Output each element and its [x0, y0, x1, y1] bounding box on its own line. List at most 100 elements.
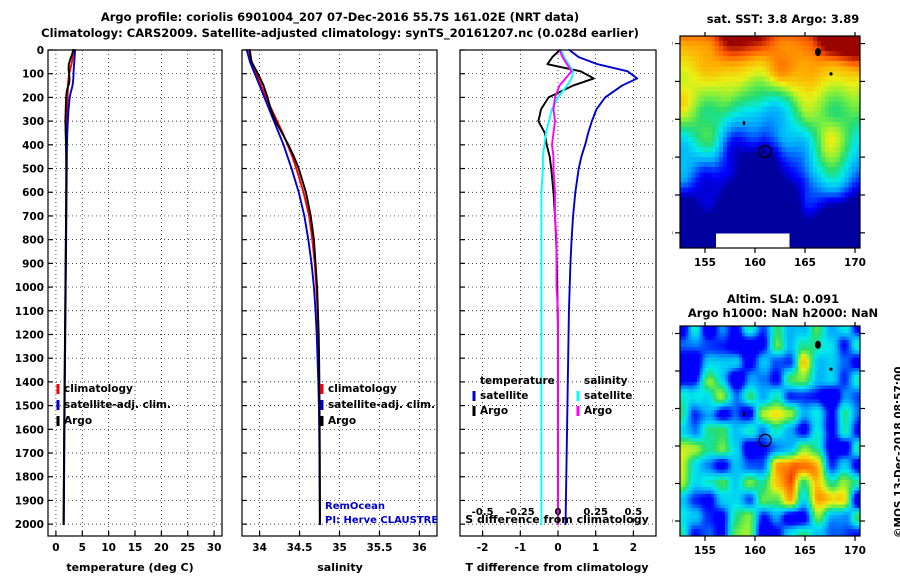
legend-label: climatology — [64, 383, 133, 395]
map-raster — [680, 36, 860, 248]
y-tick-label: 1000 — [15, 282, 44, 294]
x-tick-label: 10 — [101, 542, 116, 554]
copyright-text: ©MOS 13-Dec-2018 08:57:00 — [893, 366, 900, 538]
series-line — [248, 49, 321, 526]
y-tick-label: 1400 — [15, 377, 44, 389]
difference-xaxis-label-bottom: T difference from climatology — [465, 561, 649, 574]
sla-map-canvas[interactable]: 155 160 165 170 -50 -52 -54 -56 -58 -60 — [672, 322, 896, 572]
salinity-plot: 34 34.5 35 35.5 36 climatology satellite-adj. … — [241, 49, 438, 554]
map-raster — [680, 326, 860, 536]
y-tick-label: 1800 — [15, 472, 44, 484]
temperature-plot: 0100200300400500600700800900100011001200… — [15, 45, 223, 554]
map-y-tick-label: -54 — [672, 114, 673, 126]
panel-difference: -2 -1 0 1 2 -0.5 -0.25 0 0.25 0.5 temperature satel… — [448, 40, 666, 554]
y-tick-label: 900 — [22, 258, 44, 270]
legend-label: satellite-adj. clim. — [64, 399, 171, 411]
x-tick-label: 25 — [180, 542, 195, 554]
map-frame — [679, 325, 861, 537]
map-x-tick-label: 155 — [694, 545, 716, 557]
map-x-tick-label: 170 — [844, 545, 866, 557]
map-x-tick-label: 170 — [844, 257, 866, 269]
y-tick-label: 800 — [22, 235, 44, 247]
legend-group-title: salinity — [584, 375, 628, 387]
y-tick-label: 500 — [22, 164, 44, 176]
series-line — [564, 49, 639, 526]
y-tick-label: 700 — [22, 211, 44, 223]
y-tick-label: 1100 — [15, 306, 44, 318]
y-tick-label: 1300 — [15, 353, 44, 365]
map-y-tick-label: -56 — [672, 152, 673, 164]
map-y-tick-label: -50 — [672, 39, 673, 51]
y-tick-label: 1700 — [15, 448, 44, 460]
x-tick-label: 1 — [592, 542, 599, 554]
map-y-tick-label: -52 — [672, 76, 673, 88]
land-speck — [742, 120, 746, 126]
map-y-tick-label: -56 — [672, 441, 673, 453]
map-y-tick-label: -58 — [672, 479, 673, 491]
legend-label: Argo — [480, 405, 508, 417]
y-tick-label: 2000 — [15, 519, 44, 531]
y-tick-label: 1200 — [15, 329, 44, 341]
sst-map-canvas[interactable]: 155 160 165 170 -50 -52 -54 -56 -58 -60 — [672, 32, 896, 284]
map-y-tick-label: -52 — [672, 366, 673, 378]
difference-plot: -2 -1 0 1 2 -0.5 -0.25 0 0.25 0.5 temperature satel… — [459, 49, 657, 554]
map-y-tick-label: -50 — [672, 329, 673, 341]
x-tick-label: 34 — [252, 542, 267, 554]
x-tick-label-secondary: -0.25 — [506, 507, 535, 518]
map-frame — [679, 35, 861, 249]
x-tick-label: -1 — [514, 542, 526, 554]
x-tick-label: 15 — [128, 542, 143, 554]
panel-salinity: 34 34.5 35 35.5 36 climatology satellite-adj. … — [230, 40, 445, 554]
series-line — [249, 49, 321, 526]
salinity-xaxis-label: salinity — [317, 561, 363, 574]
map-y-tick-label: -58 — [672, 190, 673, 202]
temperature-xaxis-label: temperature (deg C) — [66, 561, 194, 574]
y-tick-label: 0 — [37, 45, 44, 57]
y-tick-label: 1500 — [15, 401, 44, 413]
pi-credit: PI: Herve CLAUSTRE — [325, 515, 439, 526]
argo-float-marker[interactable] — [758, 144, 772, 159]
x-tick-label: -2 — [477, 542, 489, 554]
difference-xaxis-label-top: S difference from climatology — [465, 513, 649, 526]
y-tick-label: 600 — [22, 187, 44, 199]
land-speck — [742, 411, 746, 417]
map-x-tick-label: 165 — [794, 545, 816, 557]
x-tick-label: 0 — [554, 542, 561, 554]
x-tick-label: 30 — [207, 542, 222, 554]
x-tick-label: 20 — [154, 542, 169, 554]
legend-label: Argo — [64, 415, 92, 427]
land-speck — [815, 48, 821, 57]
y-tick-label: 300 — [22, 116, 44, 128]
salinity-legend: climatology satellite-adj. clim. Argo — [320, 383, 435, 427]
y-tick-label: 200 — [22, 92, 44, 104]
x-tick-label: 0 — [52, 542, 59, 554]
sla-map-title-line2: Argo h1000: NaN h2000: NaN — [687, 306, 879, 320]
y-tick-label: 400 — [22, 140, 44, 152]
argo-float-marker[interactable] — [758, 433, 772, 448]
map-y-tick-label: -60 — [672, 228, 673, 240]
x-tick-label: 5 — [79, 542, 86, 554]
land-speck — [815, 340, 821, 349]
legend-label: satellite-adj. clim. — [328, 399, 435, 411]
sst-map[interactable]: 155 160 165 170 -50 -52 -54 -56 -58 -60 — [672, 32, 896, 284]
legend-label: satellite — [584, 390, 632, 402]
sla-map-title-line1: Altim. SLA: 0.091 — [726, 292, 840, 306]
series-line — [551, 49, 573, 526]
x-tick-label: 36 — [412, 542, 427, 554]
x-tick-label: 35 — [332, 542, 347, 554]
legend-label: Argo — [584, 405, 612, 417]
panel-temperature: 0 100 200 300 400 500 600 700 800 900 1000 1100 1200… — [0, 40, 230, 554]
map-x-tick-label: 155 — [694, 257, 716, 269]
map-x-tick-label: 160 — [744, 257, 766, 269]
legend-label: Argo — [328, 415, 356, 427]
x-tick-label: 2 — [630, 542, 637, 554]
land-speck — [829, 72, 833, 76]
series-line — [245, 49, 321, 526]
copyright-label: ©MOS 13-Dec-2018 08:57:00 — [893, 366, 900, 550]
page-title-line1: Argo profile: coriolis 6901004_207 07-De… — [100, 10, 580, 24]
sla-map[interactable]: 155 160 165 170 -50 -52 -54 -56 -58 -60 — [672, 322, 896, 572]
series-line — [540, 49, 575, 526]
legend-label: climatology — [328, 383, 397, 395]
x-tick-label-secondary: 0.25 — [583, 507, 608, 518]
page-title-line2: Climatology: CARS2009. Satellite-adjuste… — [41, 26, 639, 40]
